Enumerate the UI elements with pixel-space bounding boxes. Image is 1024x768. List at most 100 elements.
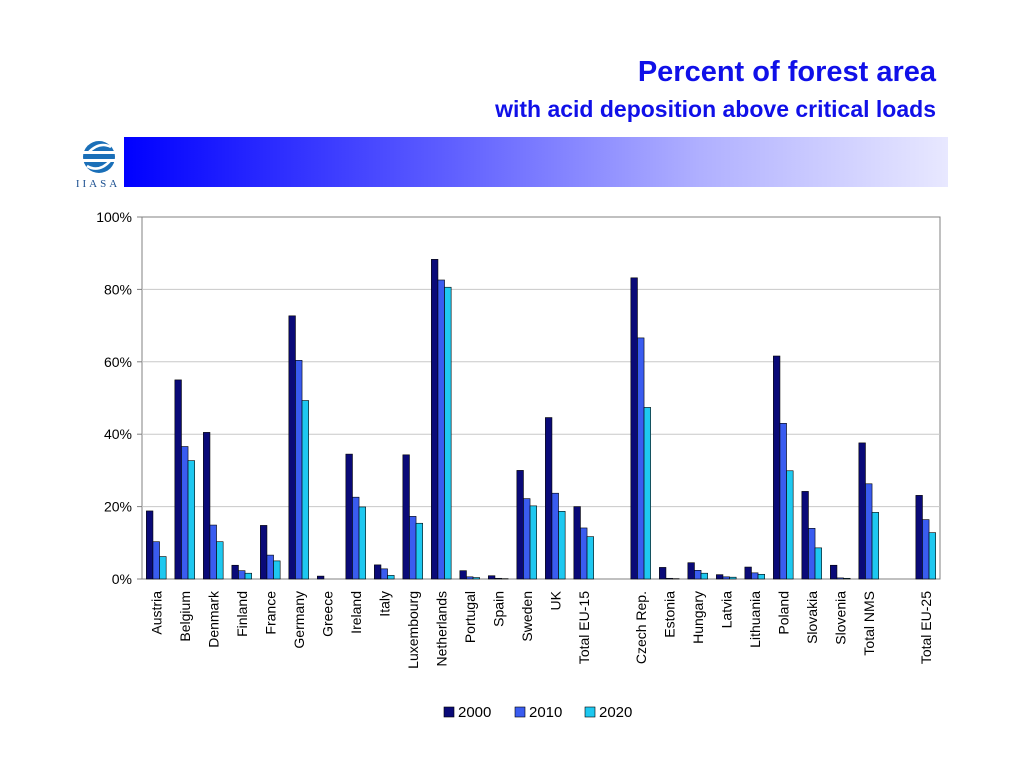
bar-2020-slovakia — [814, 547, 822, 580]
bar-2020-total-nms — [871, 512, 879, 580]
bar-2020-belgium — [187, 460, 195, 580]
y-tick-label: 60% — [104, 354, 132, 370]
x-tick-label: Slovenia — [832, 591, 848, 645]
x-tick-label: Total NMS — [861, 591, 877, 656]
plot-area — [141, 216, 941, 580]
x-tick-label: Italy — [376, 591, 392, 617]
chart-title: Percent of forest area — [637, 56, 936, 88]
header-banner — [124, 137, 948, 187]
bar-2010-austria — [152, 541, 160, 580]
x-tick-label: Netherlands — [433, 591, 449, 667]
bar-2000-spain — [488, 575, 496, 580]
bar-2000-france — [260, 525, 268, 580]
bar-2000-germany — [288, 315, 296, 580]
bar-2010-sweden — [523, 498, 531, 580]
x-tick-label: Hungary — [690, 591, 706, 644]
bar-2000-total-eu-25 — [915, 495, 923, 580]
bar-2000-estonia — [659, 567, 667, 580]
bar-2010-france — [266, 554, 274, 580]
bar-2010-czech-rep- — [637, 337, 645, 580]
bar-2010-germany — [295, 360, 303, 580]
legend-label-2020: 2020 — [599, 704, 632, 721]
bar-2020-ireland — [358, 506, 366, 580]
y-tick-label: 0% — [112, 571, 132, 587]
x-tick-label: Greece — [319, 591, 335, 637]
bar-2000-total-eu-15 — [573, 506, 581, 580]
legend-swatch-2010 — [514, 706, 526, 718]
bar-2020-lithuania — [757, 573, 765, 580]
bar-2000-denmark — [203, 432, 211, 580]
x-tick-label: Poland — [775, 591, 791, 635]
bar-2010-ireland — [352, 496, 360, 580]
x-tick-label: Sweden — [519, 591, 535, 642]
bar-2010-finland — [238, 570, 246, 580]
bar-2000-czech-rep- — [630, 277, 638, 580]
x-tick-label: Czech Rep. — [633, 591, 649, 664]
x-tick-label: Ireland — [348, 591, 364, 634]
bar-2000-sweden — [516, 470, 524, 580]
x-tick-label: Lithuania — [747, 591, 763, 648]
bar-2020-italy — [387, 575, 395, 580]
bar-2010-slovakia — [808, 528, 816, 580]
bar-2000-austria — [146, 510, 154, 580]
bar-2010-slovenia — [836, 577, 844, 580]
y-tick-label: 20% — [104, 499, 132, 515]
bar-2000-poland — [773, 355, 781, 580]
x-tick-label: Estonia — [661, 591, 677, 638]
bar-2010-total-eu-25 — [922, 519, 930, 580]
bar-2020-slovenia — [843, 577, 851, 580]
bar-2010-lithuania — [751, 572, 759, 580]
legend-label-2000: 2000 — [458, 704, 491, 721]
bar-2020-france — [273, 560, 281, 580]
bar-2010-belgium — [181, 446, 189, 580]
bar-2010-hungary — [694, 570, 702, 580]
x-tick-label: Belgium — [177, 591, 193, 642]
x-tick-label: Denmark — [205, 590, 221, 648]
bar-2020-total-eu-15 — [586, 536, 594, 580]
bar-2020-austria — [159, 556, 167, 580]
bar-2020-finland — [244, 572, 252, 580]
x-tick-label: Slovakia — [804, 591, 820, 644]
bar-2000-belgium — [174, 379, 182, 580]
bar-2000-luxembourg — [402, 454, 410, 580]
x-tick-label: Total EU-15 — [576, 591, 592, 664]
bar-2020-uk — [558, 511, 566, 580]
bar-2010-poland — [779, 423, 787, 580]
bar-2010-total-eu-15 — [580, 527, 588, 580]
legend-swatch-2000 — [443, 706, 455, 718]
chart-subtitle: with acid deposition above critical load… — [495, 96, 936, 122]
bar-2010-latvia — [722, 576, 730, 580]
bar-2000-ireland — [345, 453, 353, 580]
bar-2020-denmark — [216, 541, 224, 580]
x-tick-label: Total EU-25 — [918, 591, 934, 664]
x-tick-label: Portugal — [462, 591, 478, 643]
x-tick-label: France — [262, 591, 278, 635]
bar-2020-poland — [786, 470, 794, 580]
bar-2000-netherlands — [431, 259, 439, 580]
x-tick-label: UK — [547, 590, 563, 610]
bar-2010-portugal — [466, 576, 474, 580]
bar-2000-uk — [545, 417, 553, 580]
iiasa-logo-icon: IIASA — [74, 135, 122, 189]
bar-2000-greece — [317, 575, 325, 580]
bar-2000-lithuania — [744, 566, 752, 580]
bar-2020-germany — [301, 400, 309, 580]
bar-2010-spain — [494, 577, 502, 580]
bar-2010-estonia — [665, 577, 673, 580]
bar-2010-netherlands — [437, 279, 445, 580]
logo-text: IIASA — [76, 178, 120, 189]
legend-swatch-2020 — [584, 706, 596, 718]
x-tick-label: Latvia — [718, 591, 734, 629]
bar-2000-hungary — [687, 562, 695, 580]
bar-2000-finland — [231, 564, 239, 580]
bar-2000-slovakia — [801, 491, 809, 580]
bar-2010-italy — [380, 568, 388, 580]
legend-label-2010: 2010 — [529, 704, 562, 721]
y-tick-label: 40% — [104, 426, 132, 442]
x-tick-label: Finland — [234, 591, 250, 637]
bar-2000-slovenia — [830, 564, 838, 580]
bar-2000-latvia — [716, 574, 724, 580]
bar-2020-czech-rep- — [643, 407, 651, 580]
bar-2010-total-nms — [865, 483, 873, 580]
